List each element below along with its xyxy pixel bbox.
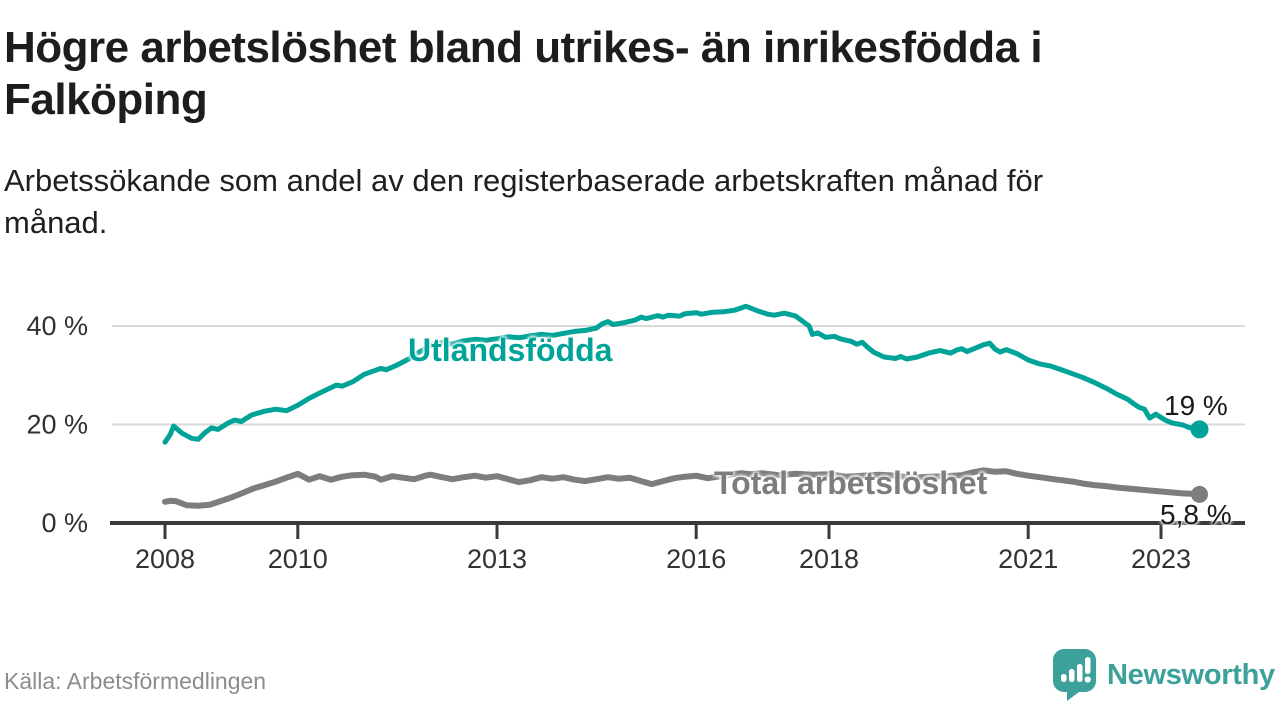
end-value-label-total: 5,8 % <box>1160 499 1232 530</box>
y-tick-label: 40 % <box>26 311 88 341</box>
y-tick-label: 20 % <box>26 410 88 440</box>
page-title-line1: Högre arbetslöshet bland utrikes- än inr… <box>4 23 1043 72</box>
chart-subtitle-line2: månad. <box>4 205 108 240</box>
chart-subtitle-line1: Arbetssökande som andel av den registerb… <box>4 163 1044 198</box>
series-end-dot-total <box>1191 485 1209 503</box>
end-value-label-utlandsfodda: 19 % <box>1164 390 1228 421</box>
x-tick-label: 2008 <box>135 544 195 574</box>
series-label-utlandsfodda: Utlandsfödda <box>408 332 613 368</box>
x-tick-label: 2013 <box>467 544 527 574</box>
series-label-total-arbetsloshet: Total arbetslöshet <box>714 465 988 501</box>
series-line-utlandsfodda <box>162 303 1202 445</box>
y-tick-label: 0 % <box>41 508 88 538</box>
x-tick-label: 2010 <box>268 544 328 574</box>
page-title: Högre arbetslöshet bland utrikes- än inr… <box>4 22 1244 126</box>
x-tick-label: 2018 <box>799 544 859 574</box>
series-end-dot-utlandsfodda <box>1190 420 1209 439</box>
chart-subtitle: Arbetssökande som andel av den registerb… <box>4 160 1224 244</box>
page-title-line2: Falköping <box>4 75 208 124</box>
x-tick-label: 2023 <box>1131 544 1191 574</box>
x-tick-label: 2016 <box>666 544 726 574</box>
newsworthy-logo-icon <box>1053 649 1096 701</box>
newsworthy-logo: Newsworthy <box>1052 647 1275 703</box>
newsworthy-logo-text: Newsworthy <box>1107 658 1275 691</box>
source-note: Källa: Arbetsförmedlingen <box>4 668 267 694</box>
x-tick-label: 2021 <box>998 544 1058 574</box>
series-line-total <box>162 467 1203 509</box>
